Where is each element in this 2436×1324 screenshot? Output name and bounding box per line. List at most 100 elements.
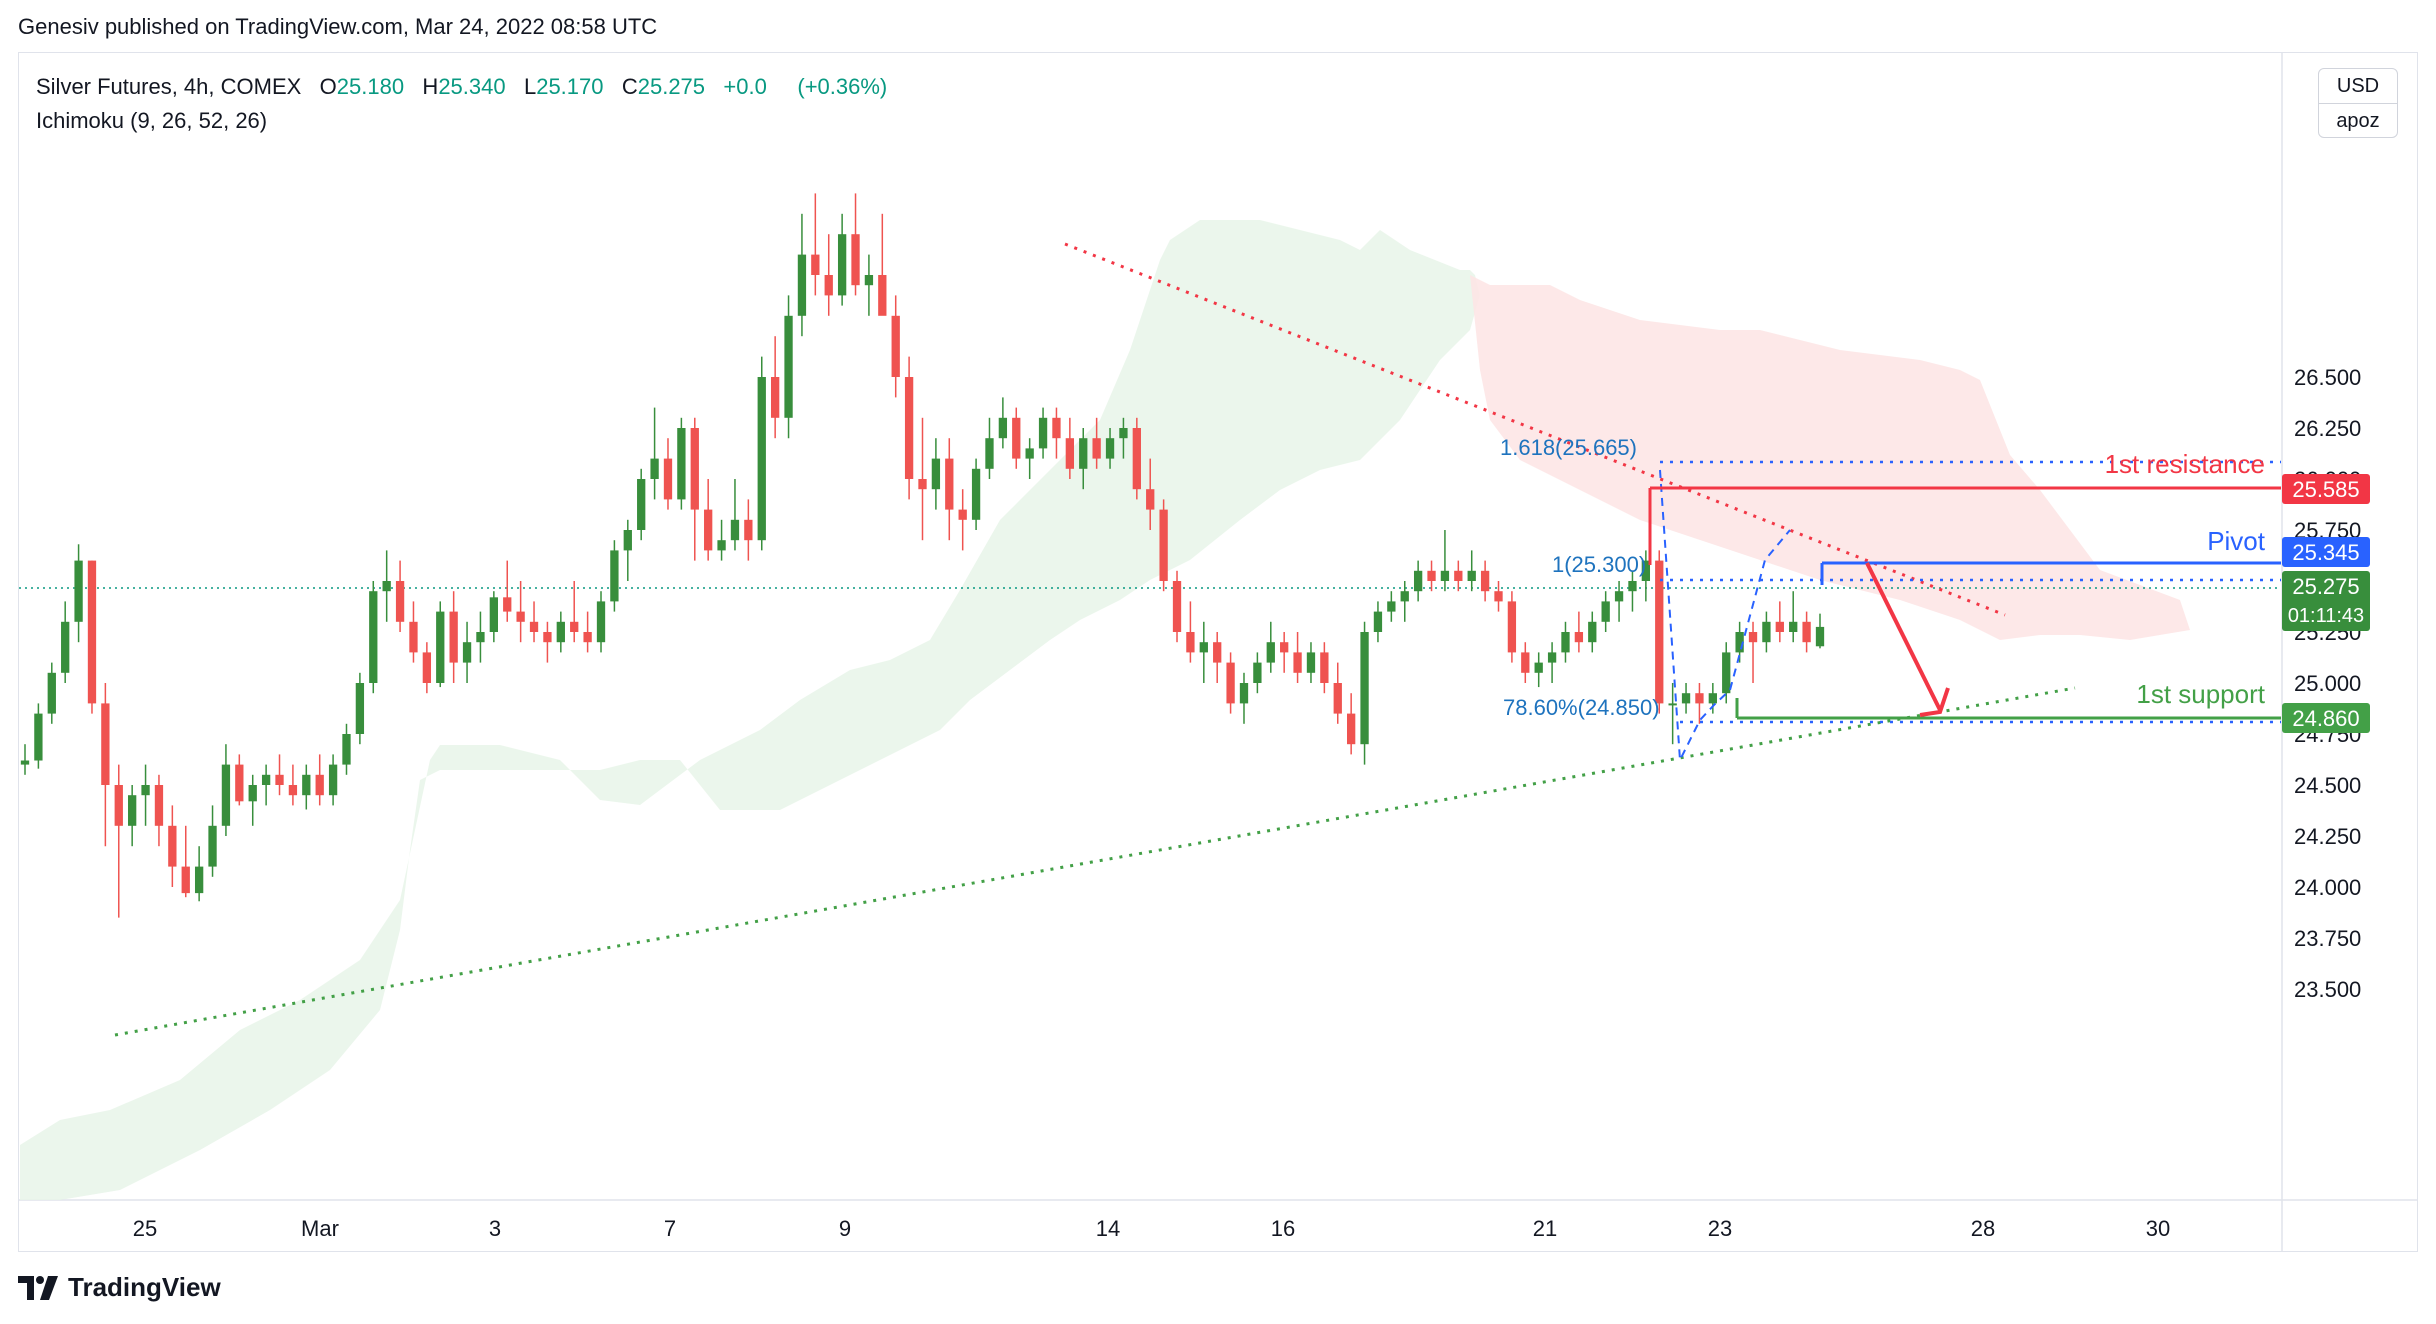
bar-countdown: 01:11:43 bbox=[2288, 605, 2364, 627]
legend-indicator[interactable]: Ichimoku (9, 26, 52, 26) bbox=[36, 108, 268, 133]
candle-body bbox=[985, 438, 994, 469]
candle-body bbox=[1025, 448, 1034, 459]
candle-body bbox=[1695, 693, 1704, 704]
candle-body bbox=[1306, 652, 1316, 673]
price-tick-label: 24.250 bbox=[2294, 824, 2361, 849]
last-price-tag: 25.275 bbox=[2292, 574, 2359, 599]
candle-body bbox=[891, 315, 900, 377]
candle-body bbox=[1052, 417, 1061, 439]
candle-body bbox=[382, 581, 391, 592]
last-price-tag-bg bbox=[2282, 571, 2370, 631]
candle-body bbox=[1802, 621, 1811, 643]
candle-body bbox=[1320, 652, 1329, 683]
candle-body bbox=[1373, 611, 1383, 632]
candle-body bbox=[650, 458, 659, 479]
ichimoku-cloud-bullish bbox=[20, 220, 1480, 1200]
candle-body bbox=[181, 866, 190, 894]
candle-body bbox=[1614, 591, 1624, 602]
candle-body bbox=[1347, 713, 1356, 745]
candle-body bbox=[1172, 581, 1182, 632]
candle-body bbox=[101, 703, 110, 785]
resistance-price-tag-bg bbox=[2282, 474, 2370, 504]
candle-body bbox=[34, 713, 43, 761]
fib-1-label: 1(25.300) bbox=[1552, 552, 1646, 577]
candle-body bbox=[221, 764, 231, 826]
candle-body bbox=[998, 417, 1008, 439]
time-tick-label: 7 bbox=[664, 1216, 676, 1241]
candle-body bbox=[114, 785, 123, 826]
scale-label[interactable]: apoz bbox=[2319, 103, 2397, 138]
candle-body bbox=[1333, 683, 1342, 714]
candle-body bbox=[744, 519, 753, 541]
legend-high-value: 25.340 bbox=[438, 74, 506, 99]
candle-body bbox=[1601, 601, 1610, 622]
candle-body bbox=[1789, 621, 1798, 632]
candle-body bbox=[476, 632, 485, 643]
candle-body bbox=[1628, 581, 1637, 592]
candle-body bbox=[958, 509, 967, 520]
candle-body bbox=[489, 597, 498, 632]
candle-body bbox=[1413, 570, 1423, 592]
candle-body bbox=[194, 866, 204, 894]
candle-body bbox=[610, 550, 619, 602]
candle-body bbox=[355, 683, 365, 734]
chart-frame bbox=[18, 52, 2418, 1252]
pivot-price-tag-bg bbox=[2282, 537, 2370, 567]
currency-selector[interactable]: USD apoz bbox=[2318, 68, 2398, 138]
fib-1618-label: 1.618(25.665) bbox=[1500, 435, 1637, 460]
candle-body bbox=[1266, 642, 1275, 663]
candle-body bbox=[757, 377, 766, 541]
candle-body bbox=[1360, 632, 1369, 745]
candle-body bbox=[1494, 591, 1503, 602]
candle-body bbox=[1038, 417, 1048, 449]
candle-body bbox=[1440, 570, 1450, 581]
fib-extension-path bbox=[1659, 469, 1791, 764]
support-label: 1st support bbox=[2136, 679, 2265, 709]
candle-body bbox=[1641, 560, 1651, 581]
support-price-tag: 24.860 bbox=[2292, 706, 2359, 731]
candle-body bbox=[824, 275, 833, 296]
legend-open-value: 25.180 bbox=[336, 74, 405, 99]
candle-body bbox=[945, 458, 954, 510]
price-tick-label: 26.250 bbox=[2294, 416, 2361, 441]
candle-body bbox=[851, 234, 860, 286]
candle-body bbox=[1762, 621, 1771, 643]
candle-body bbox=[770, 377, 780, 418]
currency-label[interactable]: USD bbox=[2336, 75, 2380, 97]
candle-body bbox=[1681, 693, 1691, 704]
candle-body bbox=[1708, 693, 1717, 704]
candle-body bbox=[1668, 703, 1677, 706]
candle-body bbox=[918, 479, 927, 490]
candle-body bbox=[275, 774, 284, 785]
candle-body bbox=[1146, 489, 1155, 510]
candle-body bbox=[1467, 570, 1476, 581]
candle-body bbox=[208, 825, 217, 867]
candle-body bbox=[328, 764, 338, 796]
candle-body bbox=[730, 519, 740, 541]
candle-body bbox=[663, 458, 673, 500]
legend-symbol[interactable]: Silver Futures, 4h, COMEX bbox=[36, 74, 302, 99]
candle-body bbox=[503, 597, 512, 612]
candle-body bbox=[1655, 560, 1664, 704]
candles-group bbox=[20, 193, 1825, 918]
candle-body bbox=[235, 764, 244, 802]
candle-body bbox=[1387, 601, 1396, 612]
candle-body bbox=[1280, 642, 1289, 653]
candle-body bbox=[1534, 662, 1543, 673]
candle-body bbox=[141, 785, 150, 796]
candle-body bbox=[931, 458, 941, 490]
candle-body bbox=[623, 530, 632, 551]
candle-body bbox=[154, 785, 164, 826]
candle-body bbox=[637, 479, 646, 530]
candle-body bbox=[168, 825, 177, 867]
candle-body bbox=[342, 734, 351, 765]
price-tick-label: 24.500 bbox=[2294, 773, 2361, 798]
resistance-label: 1st resistance bbox=[2105, 449, 2265, 479]
candle-body bbox=[74, 560, 83, 622]
time-tick-label: 3 bbox=[489, 1216, 501, 1241]
tradingview-logo[interactable]: TradingView bbox=[18, 1272, 221, 1303]
candle-body bbox=[20, 760, 30, 765]
candle-body bbox=[462, 642, 472, 663]
candle-body bbox=[570, 621, 579, 632]
